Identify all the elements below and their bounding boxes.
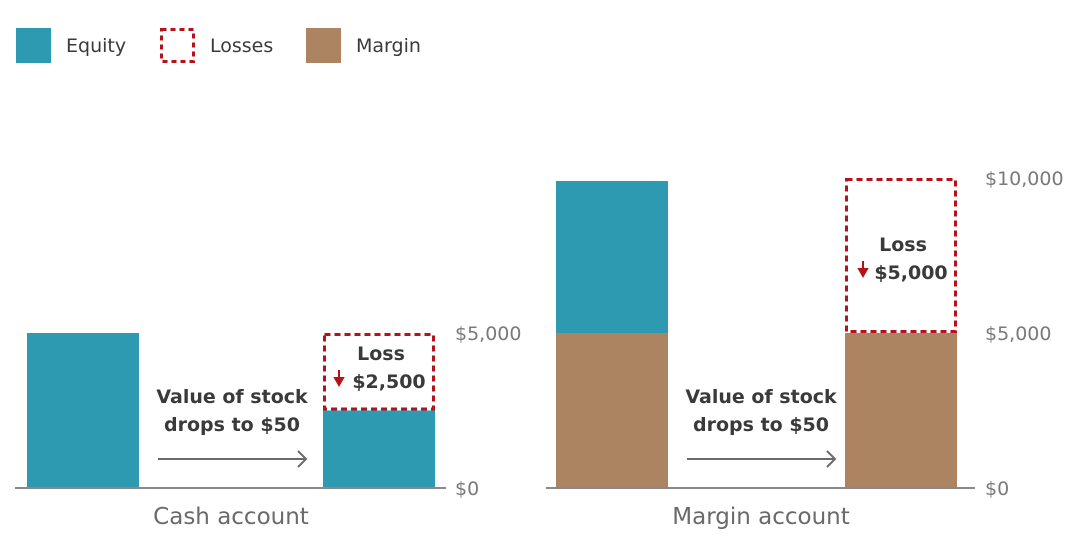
legend-item-margin: Margin <box>306 28 421 63</box>
legend-label: Margin <box>356 35 421 57</box>
legend-label: Losses <box>210 35 273 57</box>
equity-bar-segment <box>27 333 139 488</box>
cash-account-panel: Loss $2,500 $0 $5,000 Cash account Value of s… <box>15 323 521 530</box>
transition-label-line1: Value of stock <box>156 386 308 408</box>
transition-label-line2: drops to $50 <box>693 414 829 436</box>
loss-amount: $2,500 <box>352 371 425 393</box>
panel-title: Cash account <box>153 504 309 530</box>
y-tick-label: $0 <box>985 478 1009 500</box>
transition-label-line1: Value of stock <box>685 386 837 408</box>
legend-item-losses: Losses <box>160 28 273 63</box>
right-arrow-icon <box>687 450 837 468</box>
loss-label: Loss <box>879 234 927 256</box>
legend-swatch <box>306 28 341 63</box>
loss-label: Loss <box>357 343 405 365</box>
down-arrow-icon <box>857 261 869 279</box>
y-tick-label: $0 <box>455 478 479 500</box>
y-tick-label: $5,000 <box>985 323 1051 345</box>
transition-label-line2: drops to $50 <box>164 414 300 436</box>
loss-box <box>323 333 435 411</box>
equity-bar-segment <box>556 181 668 333</box>
down-arrow-icon <box>333 370 345 388</box>
margin-bar-segment <box>556 333 668 488</box>
legend-label: Equity <box>66 35 126 57</box>
margin-bar-segment <box>845 333 957 488</box>
y-tick-label: $10,000 <box>985 168 1064 190</box>
panel-title: Margin account <box>672 504 850 530</box>
loss-amount: $5,000 <box>874 262 947 284</box>
legend-swatch <box>16 28 51 63</box>
legend-swatch <box>160 28 195 63</box>
legend-item-equity: Equity <box>16 28 126 63</box>
margin-account-panel: Loss $5,000 $0 $5,000 $10,000 Margin account V… <box>546 168 1064 530</box>
loss-box <box>845 178 957 333</box>
equity-bar-segment <box>323 410 435 488</box>
right-arrow-icon <box>158 450 308 468</box>
y-tick-label: $5,000 <box>455 323 521 345</box>
